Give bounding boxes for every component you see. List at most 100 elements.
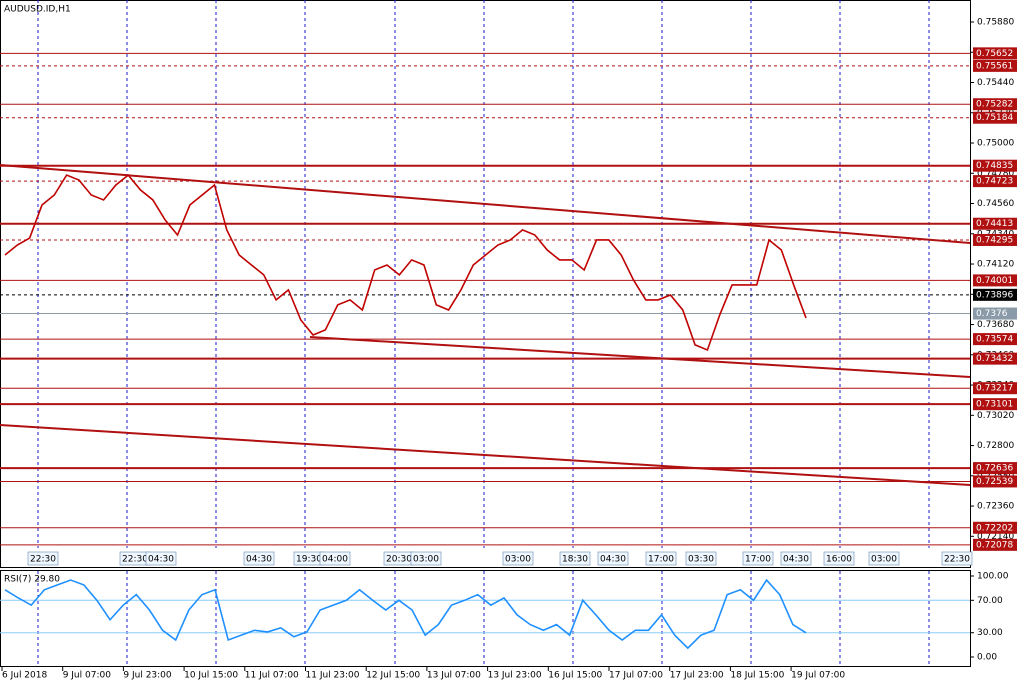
level-label-box (973, 462, 1017, 475)
time-marker-box (410, 551, 442, 566)
level-label-box (973, 352, 1017, 365)
y-tick-label: 0.75000 (977, 139, 1014, 149)
time-marker: 17:00 (745, 555, 771, 565)
time-marker-box (243, 551, 275, 566)
rsi-title: RSI(7) 29.80 (4, 575, 60, 585)
time-marker-box (742, 551, 774, 566)
x-tick-label: 19 Jul 07:00 (791, 671, 845, 681)
level-label: 0.73574 (976, 335, 1013, 345)
level-label: 0.75184 (976, 113, 1013, 123)
x-tick-label: 12 Jul 15:00 (366, 671, 420, 681)
time-marker: 20:30 (386, 555, 412, 565)
time-marker: 22:30 (944, 555, 970, 565)
time-marker-box (27, 551, 59, 566)
level-label: 0.72202 (976, 523, 1013, 533)
level-label-box (973, 538, 1017, 551)
level-label-box (973, 288, 1017, 301)
trend-line (309, 336, 971, 378)
level-label-box (973, 333, 1017, 346)
level-label-box (973, 175, 1017, 188)
time-marker: 03:30 (688, 555, 714, 565)
y-tick-label: 0.73020 (977, 411, 1014, 421)
time-marker-box (145, 551, 177, 566)
y-tick-label: 0.75440 (977, 78, 1014, 88)
level-label: 0.74835 (976, 161, 1013, 171)
x-tick-label: 16 Jul 15:00 (548, 671, 602, 681)
level-label: 0.73896 (976, 290, 1013, 300)
level-label-box (973, 307, 1017, 320)
x-tick-label: 13 Jul 07:00 (427, 671, 481, 681)
level-label: 0.74295 (976, 235, 1013, 245)
time-marker: 16:00 (826, 555, 852, 565)
time-marker: 19:30 (296, 555, 322, 565)
x-tick-label: 11 Jul 07:00 (245, 671, 299, 681)
main-frame (0, 0, 971, 568)
level-label: 0.74723 (976, 177, 1013, 187)
time-marker-box (645, 551, 677, 566)
level-label-box (973, 59, 1017, 72)
level-label-box (973, 111, 1017, 124)
time-marker-box (868, 551, 900, 566)
time-marker-box (319, 551, 351, 566)
y-tick-label: 0.73680 (977, 320, 1014, 330)
time-marker: 17:00 (648, 555, 674, 565)
level-label-box (973, 159, 1017, 172)
y-tick-label: 70.00 (977, 596, 1003, 606)
level-label: 0.75282 (976, 100, 1013, 110)
time-marker: 04:00 (322, 555, 348, 565)
time-marker-box (685, 551, 717, 566)
level-label-box (973, 521, 1017, 534)
time-marker: 03:00 (505, 555, 531, 565)
time-marker-box (941, 551, 973, 566)
time-marker: 04:30 (148, 555, 174, 565)
y-tick-label: 0.72140 (977, 532, 1014, 542)
x-tick-label: 6 Jul 2018 (2, 671, 47, 681)
x-tick-label: 17 Jul 07:00 (609, 671, 663, 681)
level-label: 0.73101 (976, 400, 1013, 410)
y-tick-label: 0.74560 (977, 199, 1014, 209)
time-marker: 04:30 (246, 555, 272, 565)
level-label-box (973, 382, 1017, 395)
price-line (4, 173, 807, 352)
time-grid (37, 0, 930, 666)
time-marker: 04:30 (783, 555, 809, 565)
x-tick-label: 9 Jul 23:00 (123, 671, 172, 681)
level-label: 0.74001 (976, 276, 1013, 286)
level-label: 0.73217 (976, 384, 1013, 394)
y-tick-label: 0.74780 (977, 169, 1014, 179)
time-marker-box (559, 551, 591, 566)
time-marker: 03:00 (413, 555, 439, 565)
price-line (4, 578, 807, 650)
trend-line (0, 424, 971, 486)
level-label-box (973, 98, 1017, 111)
trend-line (0, 164, 971, 244)
level-label: 0.72078 (976, 540, 1013, 550)
level-label: 0.72539 (976, 477, 1013, 487)
x-tick-label: 11 Jul 23:00 (306, 671, 360, 681)
level-label-box (973, 274, 1017, 287)
level-label-box (973, 217, 1017, 230)
level-label: 0.73432 (976, 354, 1013, 364)
level-label-box (973, 475, 1017, 488)
y-tick-label: 30.00 (977, 628, 1003, 638)
y-tick-label: 100.00 (977, 572, 1009, 582)
time-marker-box (502, 551, 534, 566)
time-marker: 03:00 (871, 555, 897, 565)
y-tick-label: 0.75880 (977, 18, 1014, 28)
level-label: 0.74413 (976, 219, 1013, 229)
level-label-box (973, 47, 1017, 60)
time-marker-box (597, 551, 629, 566)
y-tick-label: 0.74120 (977, 260, 1014, 270)
x-tick-label: 9 Jul 07:00 (63, 671, 112, 681)
time-marker: 22:30 (30, 555, 56, 565)
time-marker-box (823, 551, 855, 566)
time-marker: 18:30 (562, 555, 588, 565)
level-label: 0.72636 (976, 464, 1013, 474)
level-label-box (973, 398, 1017, 411)
chart-title: AUDUSD.ID,H1 (4, 5, 71, 15)
time-marker-box (780, 551, 812, 566)
y-tick-label: 0.00 (977, 653, 997, 663)
rsi-frame (0, 570, 971, 667)
